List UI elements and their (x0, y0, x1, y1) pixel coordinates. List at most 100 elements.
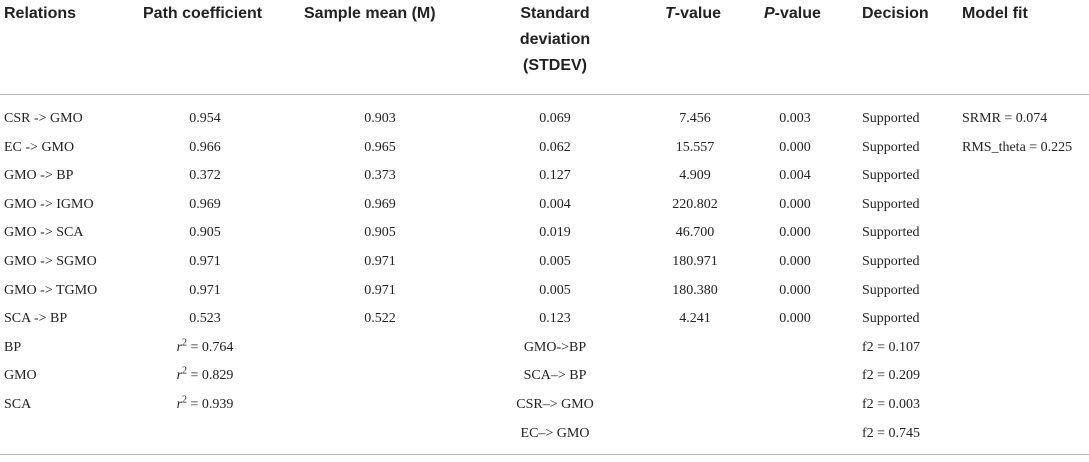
cell-sample-mean: 0.971 (364, 282, 396, 298)
cell-p-value: 0.000 (779, 225, 811, 241)
header-std-line1: Standard (520, 5, 590, 22)
cell-standard-deviation: 0.127 (539, 168, 571, 184)
header-p-rest: -value (774, 5, 821, 22)
table-row: GMO r2 = 0.829 SCA–> BP f2 = 0.209 (0, 361, 1089, 390)
cell-standard-deviation: 0.004 (539, 196, 571, 212)
cell-decision: f2 = 0.107 (862, 339, 921, 355)
header-path-coefficient: Path coefficient (143, 5, 263, 22)
table-row: GMO -> BP 0.372 0.373 0.127 4.909 0.004 Suppor… (0, 161, 1089, 190)
cell-t-value: 7.456 (679, 111, 711, 126)
cell-decision: Supported (862, 111, 920, 126)
table-row: BP r2 = 0.764 GMO->BP f2 = 0.107 (0, 333, 1089, 362)
cell-sample-mean: 0.965 (364, 139, 396, 155)
table-header: Relations Path coefficient Sample mean (… (0, 0, 1089, 95)
cell-path-coefficient: r2 = 0.764 (176, 337, 234, 355)
header-t-rest: -value (674, 5, 722, 22)
cell-relation: GMO -> BP (4, 168, 74, 184)
table-row: GMO -> SGMO 0.971 0.971 0.005 180.971 0.000 Su… (0, 247, 1089, 276)
header-model-fit: Model fit (962, 5, 1028, 22)
header-relations: Relations (4, 5, 77, 22)
cell-decision: Supported (862, 168, 920, 184)
cell-path-coefficient: r2 = 0.939 (176, 394, 234, 412)
cell-standard-deviation: EC–> GMO (520, 425, 590, 441)
cell-path-coefficient: r2 = 0.829 (176, 365, 234, 384)
cell-sample-mean: 0.905 (364, 225, 396, 241)
header-std-line2: deviation (519, 31, 591, 48)
cell-path-coefficient: 0.905 (189, 225, 221, 241)
cell-p-value: 0.000 (779, 311, 811, 327)
cell-relation: CSR -> GMO (4, 111, 83, 126)
header-std-line3: (STDEV) (523, 57, 587, 74)
table-row: GMO -> SCA 0.905 0.905 0.019 46.700 0.000 Supp… (0, 218, 1089, 247)
cell-path-coefficient: 0.372 (189, 168, 221, 184)
cell-t-value: 180.380 (672, 282, 718, 298)
cell-decision: Supported (862, 282, 920, 298)
cell-p-value: 0.004 (779, 168, 811, 184)
cell-path-coefficient: 0.966 (189, 139, 221, 155)
cell-model-fit: SRMR = 0.074 (962, 111, 1048, 126)
table-bottom-rule (0, 454, 1089, 455)
cell-p-value: 0.000 (779, 282, 811, 298)
cell-path-coefficient: 0.969 (189, 196, 221, 212)
cell-p-value: 0.000 (779, 139, 811, 155)
cell-decision: Supported (862, 196, 920, 212)
table-row: GMO -> IGMO 0.969 0.969 0.004 220.802 0.000 Su… (0, 190, 1089, 219)
table-row: EC–> GMO f2 = 0.745 (0, 419, 1089, 448)
header-decision: Decision (862, 5, 929, 22)
cell-relation: SCA -> BP (4, 311, 68, 327)
cell-standard-deviation: 0.123 (539, 311, 571, 327)
header-p-value: P-value (764, 1, 821, 27)
table-row: SCA -> BP 0.523 0.522 0.123 4.241 0.000 Suppor… (0, 304, 1089, 333)
cell-path-coefficient: 0.971 (189, 254, 221, 269)
cell-model-fit: RMS_theta = 0.225 (962, 139, 1073, 155)
cell-p-value: 0.000 (779, 196, 811, 212)
cell-relation: BP (4, 339, 22, 355)
cell-standard-deviation: SCA–> BP (523, 368, 587, 384)
cell-p-value: 0.003 (779, 111, 811, 126)
table-row: GMO -> TGMO 0.971 0.971 0.005 180.380 0.000 Su… (0, 276, 1089, 305)
cell-relation: GMO -> SGMO (4, 254, 97, 269)
cell-t-value: 4.909 (679, 168, 711, 184)
cell-sample-mean: 0.522 (364, 311, 396, 327)
cell-relation: GMO -> TGMO (4, 282, 98, 298)
cell-relation: GMO (4, 368, 37, 384)
cell-sample-mean: 0.969 (364, 196, 396, 212)
cell-decision: Supported (862, 139, 920, 155)
cell-decision: f2 = 0.745 (862, 425, 921, 441)
header-p-italic: P (764, 5, 775, 22)
header-t-italic: T (665, 5, 675, 22)
cell-relation: GMO -> IGMO (4, 196, 94, 212)
cell-sample-mean: 0.373 (364, 168, 396, 184)
cell-decision: f2 = 0.003 (862, 397, 921, 412)
cell-relation: EC -> GMO (4, 139, 75, 155)
cell-decision: f2 = 0.209 (862, 368, 921, 384)
cell-path-coefficient: 0.954 (189, 111, 221, 126)
cell-standard-deviation: CSR–> GMO (516, 397, 594, 412)
table-row: CSR -> GMO 0.954 0.903 0.069 7.456 0.003 Suppo… (0, 104, 1089, 133)
cell-sample-mean: 0.903 (364, 111, 396, 126)
cell-relation: GMO -> SCA (4, 225, 84, 241)
cell-t-value: 180.971 (672, 254, 718, 269)
header-sample-mean: Sample mean (M) (304, 5, 436, 22)
cell-standard-deviation: 0.019 (539, 225, 571, 241)
cell-standard-deviation: GMO->BP (523, 339, 587, 355)
cell-t-value: 15.557 (675, 139, 715, 155)
cell-standard-deviation: 0.005 (539, 254, 571, 269)
cell-path-coefficient: 0.523 (189, 311, 221, 327)
table-row: EC -> GMO 0.966 0.965 0.062 15.557 0.000 Suppo… (0, 133, 1089, 162)
cell-standard-deviation: 0.005 (539, 282, 571, 298)
cell-t-value: 220.802 (672, 196, 718, 212)
header-t-value: T-value (665, 1, 721, 27)
cell-standard-deviation: 0.069 (539, 111, 571, 126)
cell-relation: SCA (4, 397, 32, 412)
cell-decision: Supported (862, 311, 920, 327)
cell-decision: Supported (862, 225, 920, 241)
table-row: SCA r2 = 0.939 CSR–> GMO f2 = 0.003 (0, 390, 1089, 419)
header-standard-deviation: Standard deviation (STDEV) (505, 1, 605, 79)
cell-decision: Supported (862, 254, 920, 269)
cell-t-value: 4.241 (679, 311, 711, 327)
cell-p-value: 0.000 (779, 254, 811, 269)
cell-sample-mean: 0.971 (364, 254, 396, 269)
cell-path-coefficient: 0.971 (189, 282, 221, 298)
